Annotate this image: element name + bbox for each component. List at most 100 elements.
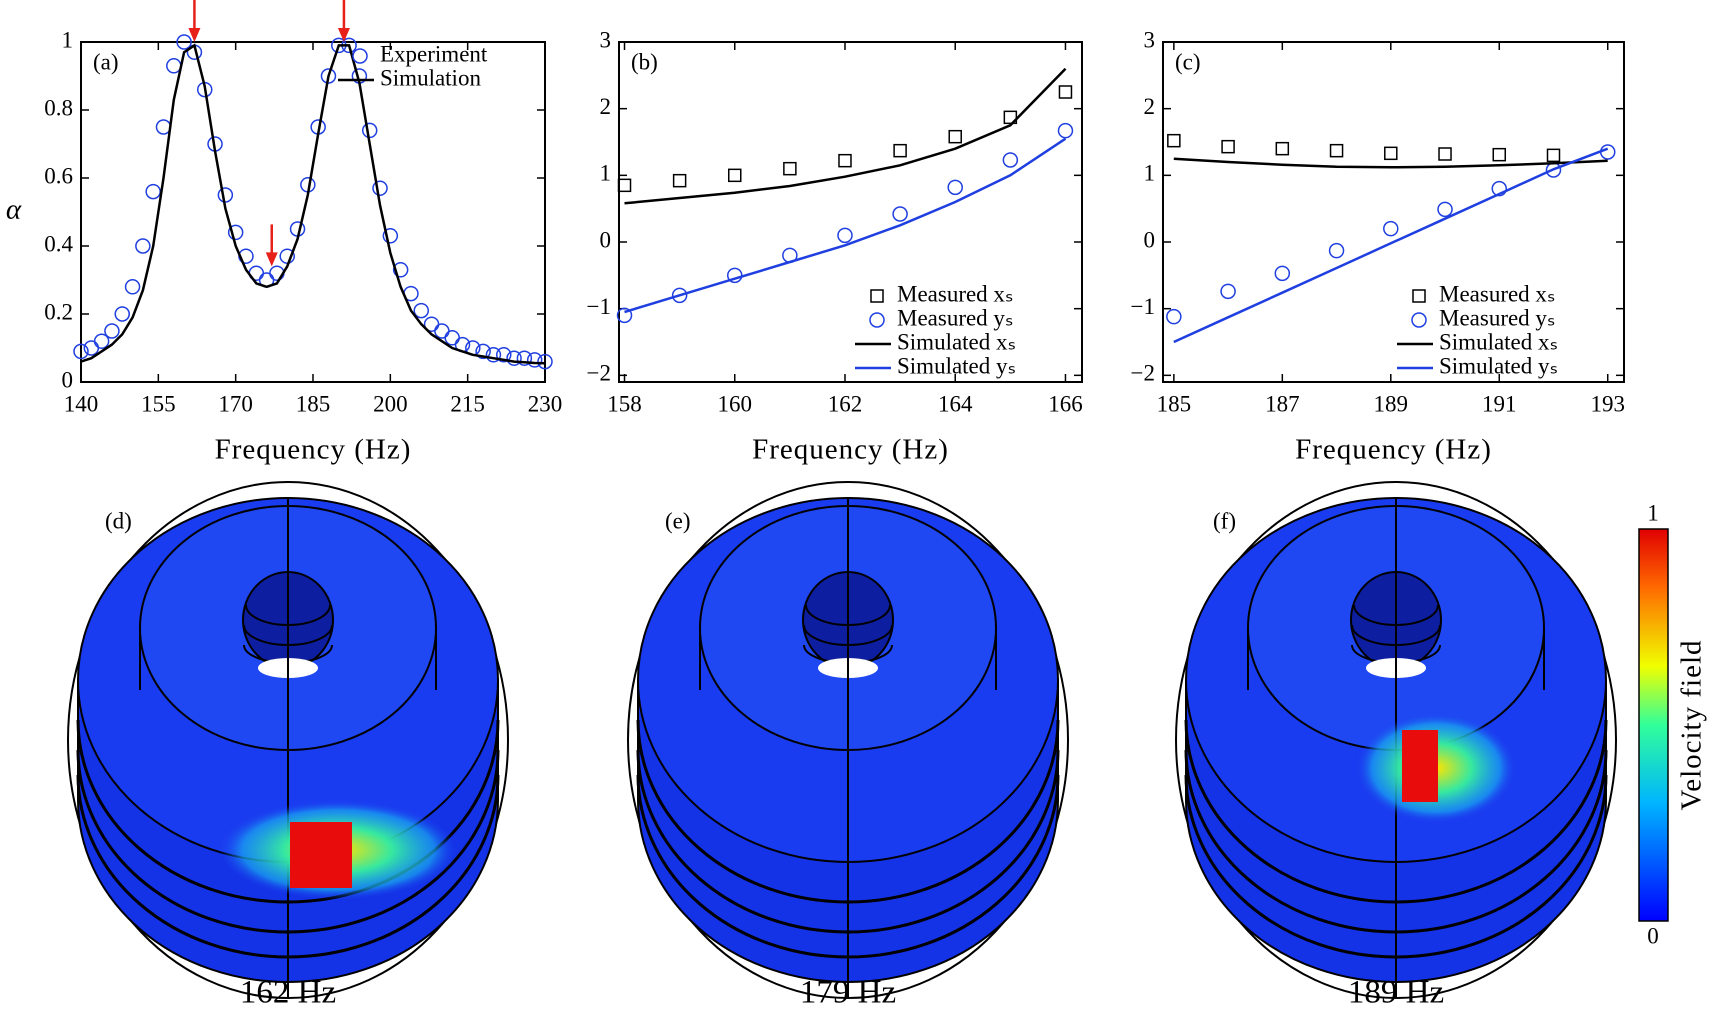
marker [1057, 122, 1074, 139]
legend-marker [869, 312, 885, 328]
marker [434, 323, 450, 339]
drum-f [1174, 480, 1618, 1000]
drum-d [66, 480, 510, 1000]
legend-label: Experiment [380, 41, 488, 66]
x-tick-label: 193 [1590, 391, 1625, 416]
marker [892, 206, 908, 222]
marker [516, 350, 533, 366]
marker [893, 143, 907, 158]
marker [728, 168, 742, 183]
y-tick-label: 1 [62, 27, 74, 52]
x-tick-label: 185 [1157, 391, 1192, 416]
marker [382, 228, 399, 244]
x-tick-label: 140 [64, 391, 99, 416]
x-axis-label: Frequency (Hz) [752, 434, 949, 466]
legend-label: Simulated xₛ [1439, 329, 1558, 354]
marker [166, 58, 182, 74]
marker [361, 122, 378, 139]
x-tick-label: 170 [218, 391, 253, 416]
y-tick-label: 0.2 [44, 299, 73, 324]
marker [392, 262, 409, 278]
marker [783, 161, 797, 176]
y-tick-label: 0.6 [44, 163, 73, 188]
x-tick-label: 215 [450, 391, 485, 416]
colorbar [1638, 528, 1669, 922]
x-tick-label: 187 [1265, 391, 1300, 416]
marker [475, 343, 491, 360]
marker [1275, 141, 1290, 156]
caption: 162 Hz [240, 975, 336, 1011]
y-tick-label: 0.8 [44, 95, 73, 120]
x-tick-label: 155 [141, 391, 176, 416]
marker [616, 307, 633, 324]
x-tick-label: 160 [718, 391, 753, 416]
marker [444, 330, 460, 346]
marker [1328, 242, 1345, 259]
marker [104, 323, 120, 339]
marker [1491, 180, 1508, 197]
marker [227, 224, 244, 241]
legend-label: Measured xₛ [897, 281, 1014, 306]
marker [1220, 283, 1236, 300]
x-tick-label: 158 [607, 391, 642, 416]
drum-e [626, 480, 1070, 1000]
marker [124, 279, 141, 295]
y-tick-label: −2 [587, 361, 611, 386]
marker [537, 353, 553, 370]
panel-label: (c) [1175, 49, 1201, 74]
marker [217, 187, 234, 203]
marker [672, 173, 687, 188]
marker [485, 347, 502, 363]
marker [1329, 143, 1344, 158]
plot-frame [80, 41, 546, 383]
legend-label: Simulated yₛ [1439, 353, 1558, 378]
marker [1166, 308, 1182, 325]
marker [947, 179, 963, 196]
arrow-head [265, 252, 278, 267]
y-tick-label: 0 [600, 227, 612, 252]
y-tick-label: 2 [1144, 94, 1156, 119]
marker [114, 306, 130, 322]
x-tick-label: 200 [373, 391, 408, 416]
legend-label: Simulated yₛ [897, 353, 1016, 378]
x-tick-label: 164 [938, 391, 973, 416]
caption: 179 Hz [800, 975, 896, 1011]
caption: 189 Hz [1348, 975, 1444, 1011]
x-tick-label: 185 [296, 391, 331, 416]
marker [1546, 148, 1561, 163]
legend-label: Simulated xₛ [897, 329, 1016, 354]
marker [1002, 152, 1019, 168]
series-line [624, 67, 1067, 205]
panel-label: (b) [631, 49, 658, 74]
colorbar-tick-label: 1 [1647, 500, 1659, 525]
legend-marker [1411, 312, 1427, 328]
marker [1437, 201, 1453, 218]
plot-frame [1162, 41, 1625, 383]
marker [135, 238, 151, 254]
y-tick-label: 3 [1144, 27, 1156, 52]
marker [496, 347, 512, 363]
y-tick-label: −1 [1131, 294, 1155, 319]
legend-marker [352, 48, 368, 64]
marker [671, 287, 688, 304]
marker [1274, 265, 1291, 282]
legend-label: Measured yₛ [1439, 305, 1556, 330]
y-tick-label: 1 [600, 161, 612, 186]
plot-frame [618, 41, 1083, 383]
marker [948, 129, 962, 144]
marker [526, 352, 543, 368]
panel-label: (e) [665, 508, 691, 533]
x-axis-label: Frequency (Hz) [215, 434, 412, 466]
marker [1167, 133, 1181, 148]
series-line [624, 137, 1067, 314]
y-tick-label: −2 [1131, 361, 1155, 386]
panel-label: (d) [105, 508, 132, 533]
series-line [1173, 147, 1609, 344]
x-tick-label: 166 [1048, 391, 1083, 416]
arrow-head [188, 28, 201, 42]
marker [145, 183, 161, 200]
marker [413, 302, 430, 319]
x-tick-label: 230 [528, 391, 563, 416]
